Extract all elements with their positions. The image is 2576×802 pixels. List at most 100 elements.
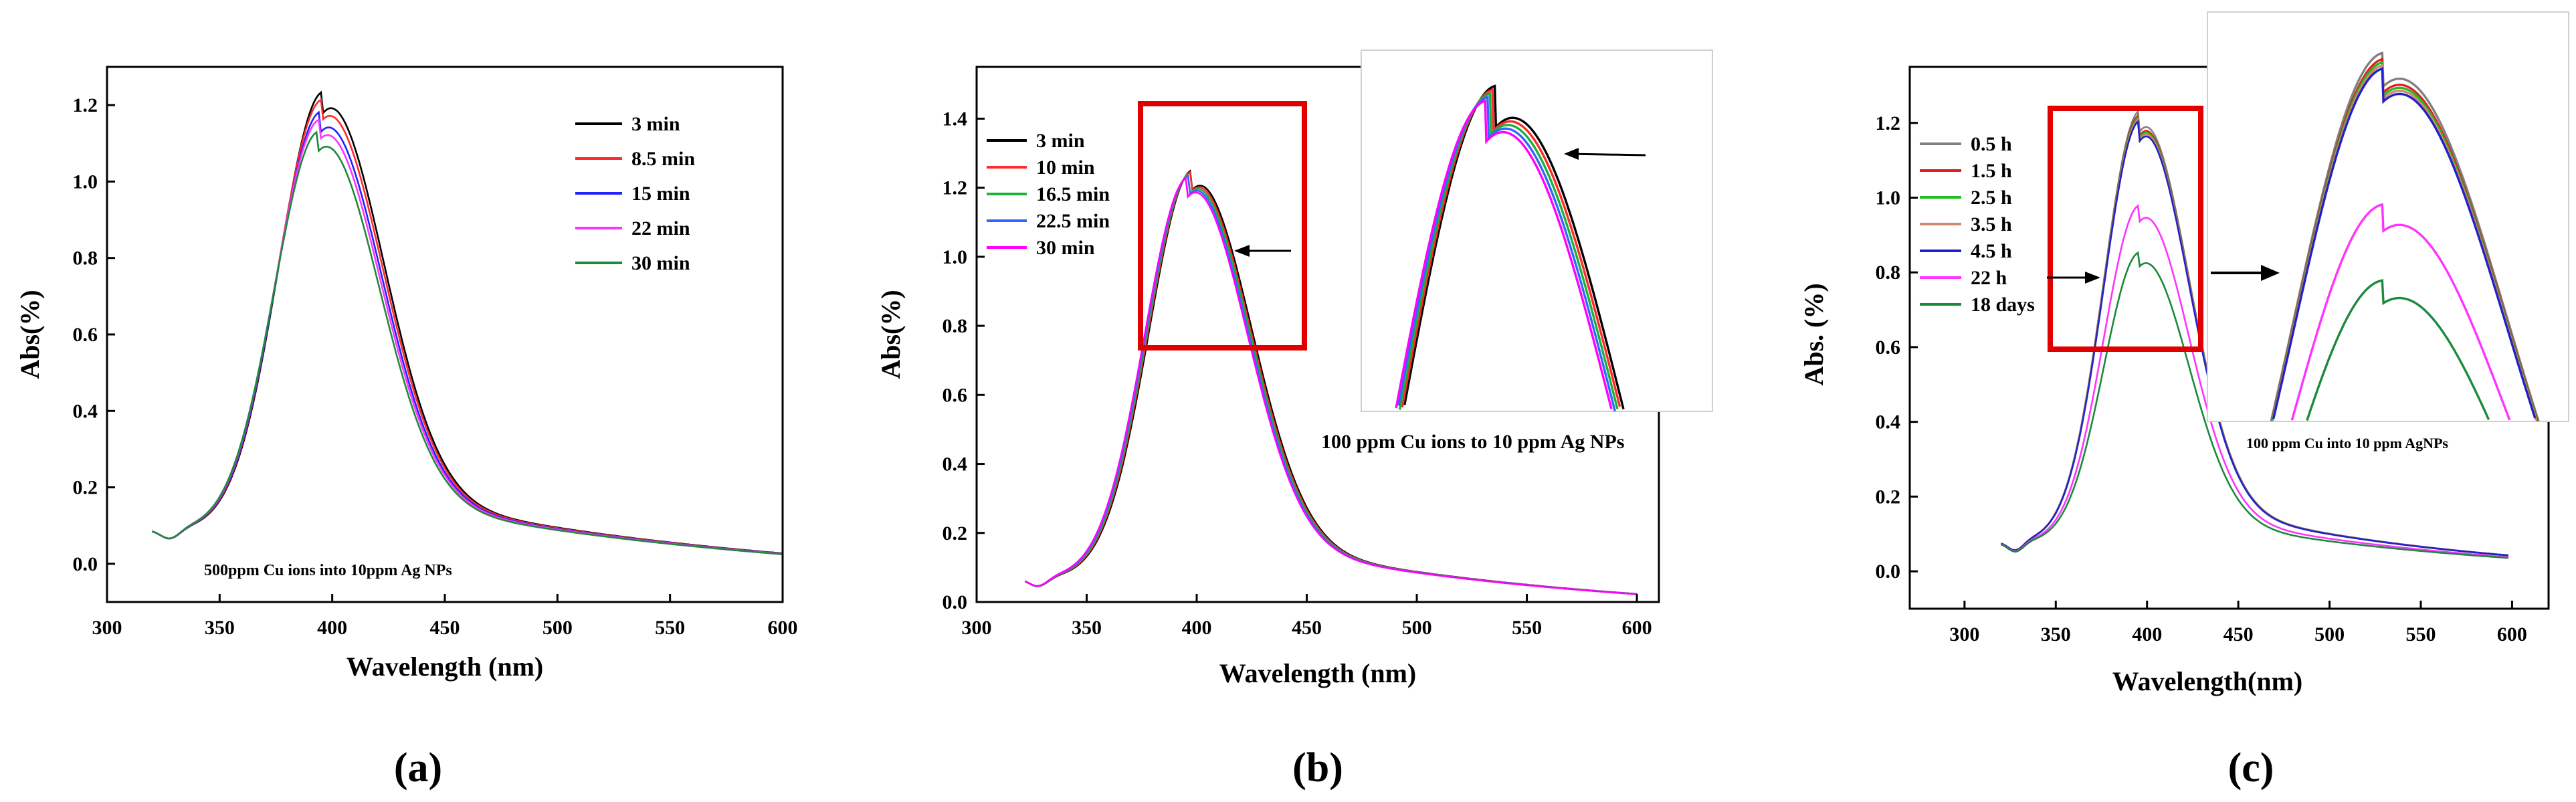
legend-label: 10 min <box>1036 157 1095 179</box>
panel-c-inset-frame <box>2207 11 2569 422</box>
y-tick-label: 0.4 <box>943 454 968 476</box>
x-tick-label: 550 <box>1512 617 1542 639</box>
panel-b-inset-series-4 <box>1395 99 1613 409</box>
panel-b-arrow-main <box>1234 245 1291 257</box>
legend-label: 3 min <box>1036 130 1085 152</box>
y-tick-label: 0.4 <box>73 400 98 422</box>
panel-c-annotation: 100 ppm Cu into 10 ppm AgNPs <box>2246 435 2448 452</box>
x-tick-label: 550 <box>2406 623 2436 645</box>
panel-c-legend: 0.5 h 1.5 h 2.5 h 3.5 h 4.5 h 22 h 18 days <box>1920 133 2035 316</box>
y-tick-label: 0.2 <box>73 477 98 499</box>
legend-label: 30 min <box>1036 237 1095 259</box>
y-tick-label: 0.6 <box>943 384 968 406</box>
panel-c-arrow-main <box>2047 272 2100 284</box>
y-tick-label: 0.6 <box>1876 336 1901 359</box>
panel-b-label: (b) <box>1292 745 1343 791</box>
panel-c-inset-series-4 <box>2272 67 2537 419</box>
x-tick-label: 350 <box>2041 623 2071 645</box>
panel-c-x-label: Wavelength(nm) <box>2112 666 2302 696</box>
legend-label: 8.5 min <box>631 148 695 170</box>
panel-a-x-label: Wavelength (nm) <box>346 651 543 682</box>
y-tick-label: 0.2 <box>943 522 968 544</box>
x-tick-label: 550 <box>655 617 685 639</box>
x-tick-label: 450 <box>2223 623 2254 645</box>
panel-c-series-5 <box>2000 204 2509 559</box>
panel-b-y-label: Abs(%) <box>876 290 906 379</box>
y-tick-label: 0.2 <box>1876 486 1901 508</box>
y-tick-label: 0.0 <box>73 553 98 575</box>
panel-b-x-label: Wavelength (nm) <box>1219 658 1416 688</box>
panel-c-series-4 <box>2000 119 2509 557</box>
panel-a-legend: 3 min 8.5 min 15 min 22 min 30 min <box>575 113 695 274</box>
legend-label: 22 h <box>1971 267 2007 289</box>
y-tick-label: 1.2 <box>1876 112 1901 134</box>
legend-label: 4.5 h <box>1971 240 2012 262</box>
panel-b-inset-series-0 <box>1403 84 1625 410</box>
y-tick-label: 0.8 <box>943 315 968 337</box>
panel-b-inset-curves <box>1395 84 1625 412</box>
legend-label: 3 min <box>631 113 680 135</box>
x-tick-label: 600 <box>1622 617 1652 639</box>
x-tick-label: 500 <box>542 617 573 639</box>
panel-a-series-2 <box>151 110 783 555</box>
panel-b-axis-ticks: 300 350 400 450 500 550 600 0.0 0.2 0.4 0.6 0.8 1.0 1… <box>943 108 1652 639</box>
panel-c-inset-series-5 <box>2290 203 2511 421</box>
y-tick-label: 1.0 <box>1876 187 1901 209</box>
legend-label: 1.5 h <box>1971 160 2012 182</box>
legend-label: 18 days <box>1971 294 2035 316</box>
x-tick-label: 300 <box>1949 623 1979 645</box>
legend-label: 15 min <box>631 183 690 205</box>
y-tick-label: 1.0 <box>943 246 968 268</box>
legend-label: 30 min <box>631 252 690 274</box>
panel-b: 300 350 400 450 500 550 600 0.0 0.2 0.4 0.6 0.8 1.0 1… <box>876 49 1713 791</box>
y-tick-label: 0.0 <box>943 591 968 613</box>
x-tick-label: 500 <box>2314 623 2345 645</box>
panel-a-label: (a) <box>394 745 442 791</box>
panel-b-legend: 3 min 10 min 16.5 min 22.5 min 30 min <box>987 130 1110 259</box>
panel-a: 300 350 400 450 500 550 600 0.0 0.2 0.4 0.6 0.8 1.0 1… <box>15 66 798 791</box>
x-tick-label: 600 <box>2497 623 2527 645</box>
panel-a-plot-frame <box>106 66 784 603</box>
panel-b-inset-frame <box>1361 49 1713 412</box>
panel-c-series-6 <box>2000 251 2509 559</box>
legend-label: 2.5 h <box>1971 187 2012 209</box>
panel-c-zoom-box <box>2048 106 2203 352</box>
x-tick-label: 500 <box>1402 617 1432 639</box>
y-tick-label: 0.8 <box>73 247 98 270</box>
panel-c-curves <box>2000 110 2509 559</box>
x-tick-label: 350 <box>205 617 235 639</box>
y-tick-label: 1.2 <box>73 94 98 116</box>
panel-a-axis-ticks: 300 350 400 450 500 550 600 0.0 0.2 0.4 0.6 0.8 1.0 1… <box>73 94 798 639</box>
panel-b-inset-series-2 <box>1398 92 1619 410</box>
panel-a-curves <box>151 90 783 555</box>
panel-b-zoom-box <box>1138 101 1307 350</box>
x-tick-label: 400 <box>2132 623 2162 645</box>
legend-label: 22 min <box>631 217 690 239</box>
panel-c-label: (c) <box>2228 745 2274 791</box>
panel-c: 300 350 400 450 500 550 600 0.0 0.2 0.4 0.6 0.8 1.0 1… <box>1799 11 2569 791</box>
y-tick-label: 1.0 <box>73 171 98 193</box>
panel-b-curves <box>1024 169 1638 595</box>
legend-label: 22.5 min <box>1036 210 1110 232</box>
panel-b-arrow-inset <box>1564 148 1646 160</box>
y-tick-label: 0.6 <box>73 324 98 346</box>
panel-a-y-label: Abs(%) <box>15 290 45 379</box>
panel-b-inset-series-1 <box>1401 88 1621 408</box>
x-tick-label: 450 <box>430 617 460 639</box>
y-tick-label: 0.8 <box>1876 262 1901 284</box>
y-tick-label: 0.4 <box>1876 411 1901 433</box>
panel-c-arrow-inset <box>2211 265 2280 281</box>
x-tick-label: 400 <box>317 617 347 639</box>
panel-a-series-4 <box>151 130 783 555</box>
legend-label: 16.5 min <box>1036 183 1110 205</box>
x-tick-label: 600 <box>768 617 798 639</box>
y-tick-label: 0.0 <box>1876 561 1901 583</box>
panel-a-annotation: 500ppm Cu ions into 10ppm Ag NPs <box>204 562 452 579</box>
panel-b-annotation: 100 ppm Cu ions to 10 ppm Ag NPs <box>1321 431 1624 453</box>
x-tick-label: 400 <box>1182 617 1212 639</box>
panel-c-inset-series-6 <box>2306 279 2490 421</box>
legend-label: 3.5 h <box>1971 213 2012 235</box>
panel-c-inset-curves <box>2270 51 2540 422</box>
legend-label: 0.5 h <box>1971 133 2012 155</box>
